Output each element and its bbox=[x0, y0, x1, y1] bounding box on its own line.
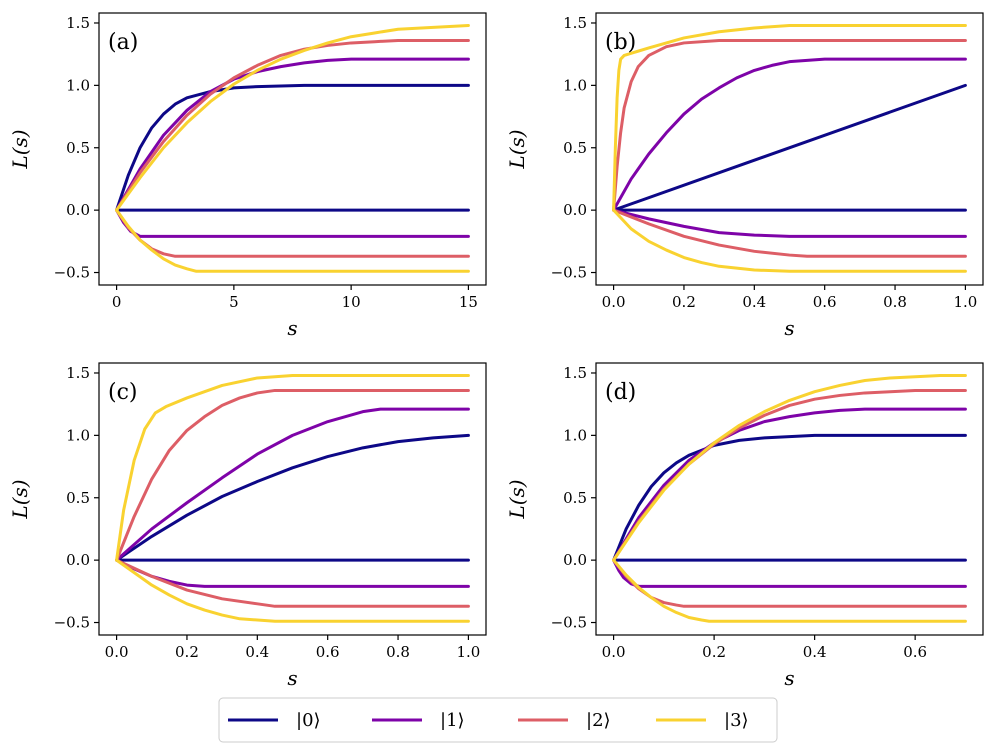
series-line-state-1-lower bbox=[612, 558, 967, 588]
x-tick-label: 1.0 bbox=[953, 293, 977, 311]
legend-frame bbox=[218, 697, 778, 743]
series-line-state-2-upper bbox=[115, 388, 470, 562]
y-tick-label: 1.0 bbox=[563, 426, 587, 444]
plot-frame bbox=[98, 12, 487, 286]
x-tick-label: 0.0 bbox=[105, 643, 129, 661]
x-axis-label: s bbox=[287, 666, 297, 690]
series-line-state-0-upper bbox=[612, 83, 967, 212]
y-tick-label: 0.5 bbox=[563, 489, 587, 507]
panels: 0 5 10 15−0.50.00.51.01.5sL(s)(a)0.0 0.2 0.4 0… bbox=[8, 12, 984, 690]
y-tick-label: 0.5 bbox=[563, 139, 587, 157]
legend: |0⟩ |1⟩ |2⟩ |3⟩ bbox=[218, 697, 778, 743]
x-tick-label: 0.2 bbox=[175, 643, 199, 661]
series-line-state-3-upper bbox=[115, 23, 470, 212]
x-axis-label: s bbox=[784, 666, 794, 690]
series-line-state-2-upper bbox=[115, 38, 470, 212]
y-tick-label: −0.5 bbox=[54, 614, 90, 632]
series-group bbox=[612, 23, 967, 273]
y-tick-label: 1.0 bbox=[563, 76, 587, 94]
x-tick-label: 0.6 bbox=[316, 643, 340, 661]
legend-label-3: |3⟩ bbox=[724, 710, 749, 731]
x-tick-label: 0.0 bbox=[602, 643, 626, 661]
y-tick-label: 1.5 bbox=[563, 364, 587, 382]
y-tick-label: 0.0 bbox=[563, 551, 587, 569]
series-group bbox=[612, 373, 967, 623]
x-tick-label: 0.4 bbox=[245, 643, 269, 661]
series-line-state-3-upper bbox=[612, 23, 967, 212]
y-tick-label: 0.5 bbox=[66, 489, 90, 507]
y-axis-label: L(s) bbox=[8, 129, 32, 169]
series-line-state-1-upper bbox=[612, 407, 967, 562]
y-tick-label: 1.5 bbox=[66, 14, 90, 32]
x-axis-label: s bbox=[784, 316, 794, 340]
series-line-state-2-lower bbox=[612, 558, 967, 608]
series-line-state-2-lower bbox=[115, 208, 470, 258]
series-line-state-1-upper bbox=[115, 407, 470, 562]
series-line-state-2-lower bbox=[115, 558, 470, 608]
x-axis-label: s bbox=[287, 316, 297, 340]
x-tick-label: 0.6 bbox=[813, 293, 837, 311]
x-tick-label: 0.4 bbox=[803, 643, 827, 661]
y-tick-label: 0.0 bbox=[563, 201, 587, 219]
plot-frame bbox=[98, 362, 487, 636]
series-line-state-3-lower bbox=[612, 208, 967, 273]
series-line-state-3-lower bbox=[612, 558, 967, 623]
plot-frame bbox=[595, 362, 984, 636]
panel-b: 0.0 0.2 0.4 0.6 0.8 1.0 −0.5 0.0 0.5 1.0 1.5 s L(s) (… bbox=[505, 12, 984, 340]
legend-label-2: |2⟩ bbox=[586, 710, 611, 731]
series-line-state-3-lower bbox=[115, 558, 470, 623]
x-tick-label: 1.0 bbox=[456, 643, 480, 661]
series-line-state-1-upper bbox=[115, 57, 470, 212]
series-line-state-2-upper bbox=[612, 38, 967, 212]
series-line-state-3-upper bbox=[612, 373, 967, 562]
plot-frame bbox=[595, 12, 984, 286]
panel-label: (a) bbox=[108, 30, 138, 55]
panel-a: 0 5 10 15 −0.5 0.0 0.5 1.0 1.5 s L(s) (a) bbox=[8, 12, 487, 340]
y-tick-label: 1.0 bbox=[66, 76, 90, 94]
series-line-state-0-upper bbox=[115, 433, 470, 562]
x-tick-label: 5 bbox=[229, 293, 239, 311]
x-tick-label: 0.2 bbox=[702, 643, 726, 661]
panel-c: 0.0 0.2 0.4 0.6 0.8 1.0 −0.5 0.0 0.5 1.0 1.5 s L(s) (… bbox=[8, 362, 487, 690]
legend-label-1: |1⟩ bbox=[440, 710, 465, 731]
series-line-state-3-upper bbox=[115, 373, 470, 562]
y-tick-label: 0.0 bbox=[66, 551, 90, 569]
x-tick-label: 0.0 bbox=[602, 293, 626, 311]
x-tick-label: 10 bbox=[342, 293, 361, 311]
y-tick-label: 1.0 bbox=[66, 426, 90, 444]
x-tick-label: 0.8 bbox=[386, 643, 410, 661]
series-line-state-3-lower bbox=[115, 208, 470, 273]
y-tick-label: −0.5 bbox=[54, 264, 90, 282]
series-line-state-2-lower bbox=[612, 208, 967, 258]
series-line-state-1-lower bbox=[115, 208, 470, 238]
series-line-state-0-upper bbox=[115, 83, 470, 212]
panel-d: 0.0 0.2 0.4 0.6 −0.5 0.0 0.5 1.0 1.5 s L(s) (d) bbox=[505, 362, 984, 690]
series-group bbox=[115, 23, 470, 273]
legend-label-0: |0⟩ bbox=[296, 710, 321, 731]
series-line-state-1-upper bbox=[612, 57, 967, 212]
y-tick-label: −0.5 bbox=[551, 264, 587, 282]
y-axis-label: L(s) bbox=[505, 479, 529, 519]
series-line-state-0-upper bbox=[612, 433, 967, 562]
x-tick-label: 15 bbox=[459, 293, 478, 311]
x-tick-label: 0.8 bbox=[883, 293, 907, 311]
panel-label: (c) bbox=[108, 380, 138, 405]
series-line-state-1-lower bbox=[612, 208, 967, 238]
y-tick-label: 0.5 bbox=[66, 139, 90, 157]
y-tick-label: 1.5 bbox=[563, 14, 587, 32]
x-tick-label: 0 bbox=[112, 293, 122, 311]
y-tick-label: −0.5 bbox=[551, 614, 587, 632]
x-tick-label: 0.4 bbox=[742, 293, 766, 311]
x-tick-label: 0.6 bbox=[903, 643, 927, 661]
panel-label: (d) bbox=[605, 380, 636, 405]
panel-label: (b) bbox=[605, 30, 636, 55]
y-axis-label: L(s) bbox=[505, 129, 529, 169]
y-axis-label: L(s) bbox=[8, 479, 32, 519]
y-tick-label: 0.0 bbox=[66, 201, 90, 219]
x-tick-label: 0.2 bbox=[672, 293, 696, 311]
y-tick-label: 1.5 bbox=[66, 364, 90, 382]
series-group bbox=[115, 373, 470, 623]
